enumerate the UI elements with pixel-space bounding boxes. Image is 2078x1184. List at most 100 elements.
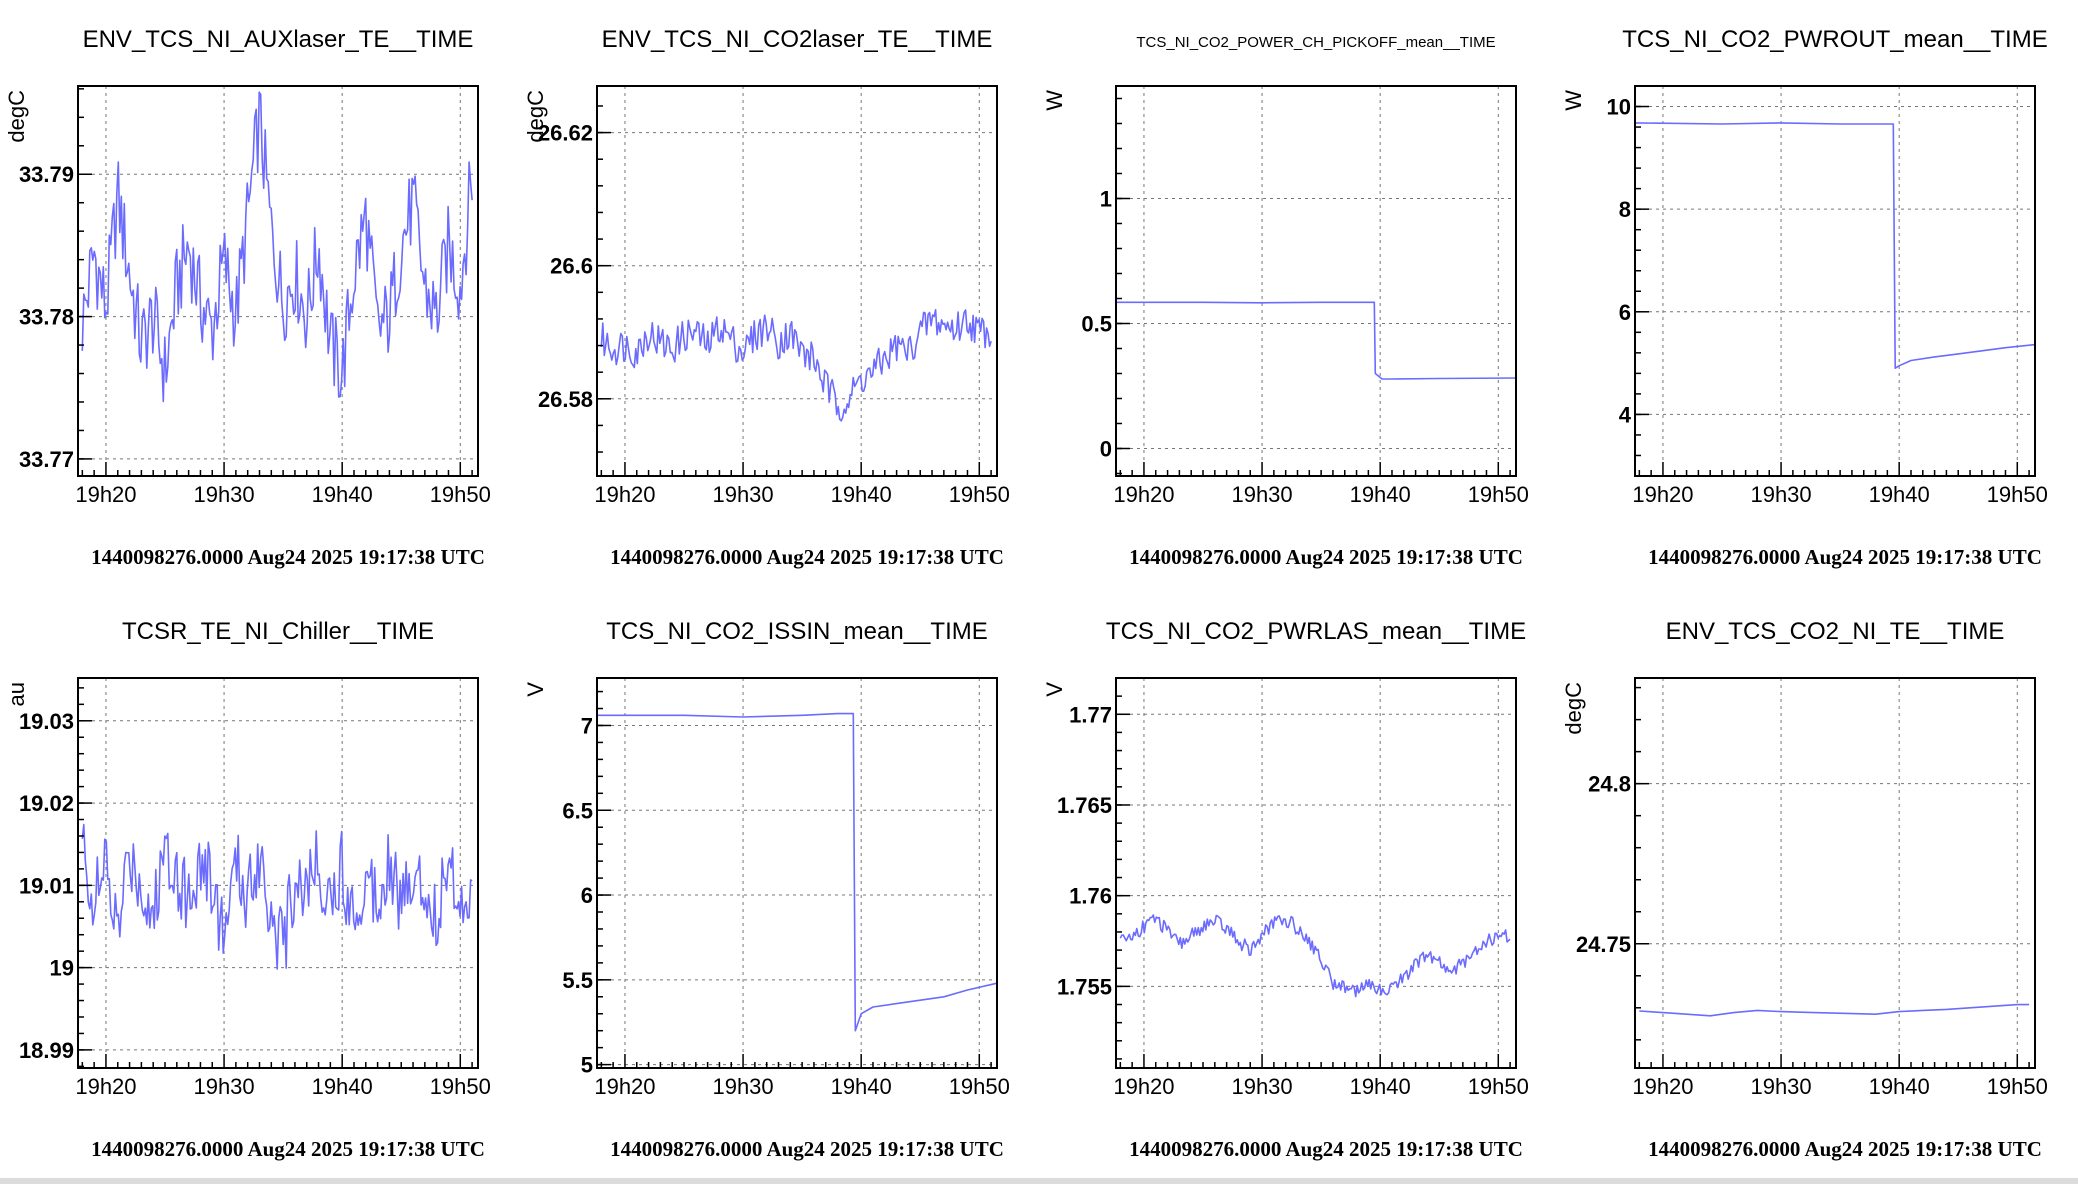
chart-title: TCSR_TE_NI_Chiller__TIME <box>122 618 434 645</box>
y-tick-label: 8 <box>1619 197 1631 222</box>
plot-frame <box>1115 677 1517 1069</box>
chart-svg-1: ENV_TCS_NI_AUXlaser_TE__TIME degC 19h20 19h… <box>4 26 491 569</box>
y-tick-label: 1.765 <box>1057 793 1112 818</box>
x-tick-label: 19h30 <box>1231 1074 1292 1099</box>
timestamp-footer: 1440098276.0000 Aug24 2025 19:17:38 UTC <box>1129 545 1523 569</box>
y-axis-unit: V <box>1042 682 1067 697</box>
chart-panel-7: TCS_NI_CO2_PWRLAS_mean__TIME V 19h20 19h30 1… <box>1038 592 1557 1184</box>
x-tick-label: 19h30 <box>193 482 254 507</box>
timestamp-footer: 1440098276.0000 Aug24 2025 19:17:38 UTC <box>1648 545 2042 569</box>
x-tick-label: 19h30 <box>1231 482 1292 507</box>
y-tick-label: 19.01 <box>19 873 74 898</box>
chart-panel-1: ENV_TCS_NI_AUXlaser_TE__TIME degC 19h20 19h… <box>0 0 519 592</box>
timestamp-footer: 1440098276.0000 Aug24 2025 19:17:38 UTC <box>610 1137 1004 1161</box>
y-tick-label: 1.755 <box>1057 974 1112 999</box>
series-line <box>1116 301 1517 380</box>
series-line <box>1639 1003 2030 1017</box>
chart-svg-8: ENV_TCS_CO2_NI_TE__TIME degC 19h20 19h30 19h… <box>1561 618 2048 1161</box>
x-tick-label: 19h50 <box>1468 482 1529 507</box>
x-tick-label: 19h50 <box>949 1074 1010 1099</box>
plot-frame <box>1634 677 2036 1069</box>
y-axis-unit: degC <box>4 90 29 143</box>
y-tick-label: 19.03 <box>19 709 74 734</box>
y-tick-label: 6.5 <box>562 798 593 823</box>
x-tick-label: 19h40 <box>1350 482 1411 507</box>
chart-title: ENV_TCS_NI_CO2laser_TE__TIME <box>602 26 993 53</box>
y-tick-label: 26.58 <box>538 387 593 412</box>
chart-title: ENV_TCS_CO2_NI_TE__TIME <box>1666 618 2005 645</box>
chart-panel-2: ENV_TCS_NI_CO2laser_TE__TIME degC 19h20 19h… <box>519 0 1038 592</box>
chart-title: TCS_NI_CO2_POWER_CH_PICKOFF_mean__TIME <box>1136 34 1495 51</box>
chart-title: ENV_TCS_NI_AUXlaser_TE__TIME <box>83 26 474 53</box>
x-tick-label: 19h50 <box>430 1074 491 1099</box>
chart-panel-6: TCS_NI_CO2_ISSIN_mean__TIME V 19h20 19h30 19… <box>519 592 1038 1184</box>
series-line <box>597 712 998 1032</box>
y-tick-label: 1.77 <box>1069 702 1112 727</box>
chart-panel-4: TCS_NI_CO2_PWROUT_mean__TIME W 19h20 19h30 1… <box>1557 0 2076 592</box>
plot-frame <box>596 677 998 1069</box>
x-tick-label: 19h40 <box>1350 1074 1411 1099</box>
y-tick-label: 4 <box>1619 402 1632 427</box>
y-tick-label: 33.78 <box>19 305 74 330</box>
x-tick-label: 19h50 <box>949 482 1010 507</box>
y-tick-label: 33.77 <box>19 447 74 472</box>
chart-title: TCS_NI_CO2_ISSIN_mean__TIME <box>606 618 987 645</box>
x-tick-label: 19h30 <box>193 1074 254 1099</box>
plot-frame <box>77 677 479 1069</box>
y-tick-label: 1.76 <box>1069 884 1112 909</box>
plot-frame <box>1634 85 2036 477</box>
chart-svg-2: ENV_TCS_NI_CO2laser_TE__TIME degC 19h20 19h… <box>523 26 1010 569</box>
plot-frame <box>596 85 998 477</box>
x-tick-label: 19h30 <box>712 482 773 507</box>
y-tick-label: 1 <box>1100 187 1112 212</box>
x-tick-label: 19h20 <box>1632 1074 1693 1099</box>
timestamp-footer: 1440098276.0000 Aug24 2025 19:17:38 UTC <box>91 1137 485 1161</box>
y-tick-label: 7 <box>581 713 593 738</box>
series-line <box>1119 914 1511 998</box>
x-tick-label: 19h20 <box>1113 482 1174 507</box>
y-tick-label: 24.75 <box>1576 932 1631 957</box>
plot-frame <box>77 85 479 477</box>
x-tick-label: 19h40 <box>1869 482 1930 507</box>
y-axis-unit: degC <box>523 90 548 143</box>
series-line <box>1634 122 2036 369</box>
timestamp-footer: 1440098276.0000 Aug24 2025 19:17:38 UTC <box>1129 1137 1523 1161</box>
chart-panel-8: ENV_TCS_CO2_NI_TE__TIME degC 19h20 19h30 19h… <box>1557 592 2076 1184</box>
x-tick-label: 19h40 <box>312 482 373 507</box>
timestamp-footer: 1440098276.0000 Aug24 2025 19:17:38 UTC <box>1648 1137 2042 1161</box>
y-tick-label: 33.79 <box>19 162 74 187</box>
series-line <box>600 309 992 422</box>
x-tick-label: 19h40 <box>312 1074 373 1099</box>
y-axis-unit: V <box>523 682 548 697</box>
y-axis-unit: W <box>1042 90 1067 111</box>
chart-svg-6: TCS_NI_CO2_ISSIN_mean__TIME V 19h20 19h30 19… <box>523 618 1010 1161</box>
bottom-divider <box>0 1178 2078 1184</box>
series-line <box>81 91 473 403</box>
chart-panel-3: TCS_NI_CO2_POWER_CH_PICKOFF_mean__TIME W 1… <box>1038 0 1557 592</box>
chart-title: TCS_NI_CO2_PWROUT_mean__TIME <box>1622 26 2047 53</box>
x-tick-label: 19h30 <box>712 1074 773 1099</box>
y-tick-label: 10 <box>1607 95 1631 120</box>
chart-svg-3: TCS_NI_CO2_POWER_CH_PICKOFF_mean__TIME W 1… <box>1042 34 1529 569</box>
y-tick-label: 5.5 <box>562 968 593 993</box>
y-tick-label: 0 <box>1100 437 1112 462</box>
y-tick-label: 26.6 <box>550 254 593 279</box>
x-tick-label: 19h50 <box>1468 1074 1529 1099</box>
x-tick-label: 19h50 <box>1987 1074 2048 1099</box>
x-tick-label: 19h20 <box>75 482 136 507</box>
y-axis-unit: degC <box>1561 682 1586 735</box>
y-axis-unit: W <box>1561 90 1586 111</box>
y-axis-unit: au <box>4 682 29 706</box>
x-tick-label: 19h20 <box>75 1074 136 1099</box>
y-tick-label: 6 <box>581 883 593 908</box>
chart-svg-7: TCS_NI_CO2_PWRLAS_mean__TIME V 19h20 19h30 1… <box>1042 618 1529 1161</box>
x-tick-label: 19h50 <box>1987 482 2048 507</box>
y-tick-label: 26.62 <box>538 121 593 146</box>
y-tick-label: 19 <box>50 956 74 981</box>
y-tick-label: 18.99 <box>19 1038 74 1063</box>
timestamp-footer: 1440098276.0000 Aug24 2025 19:17:38 UTC <box>610 545 1004 569</box>
x-tick-label: 19h20 <box>594 1074 655 1099</box>
